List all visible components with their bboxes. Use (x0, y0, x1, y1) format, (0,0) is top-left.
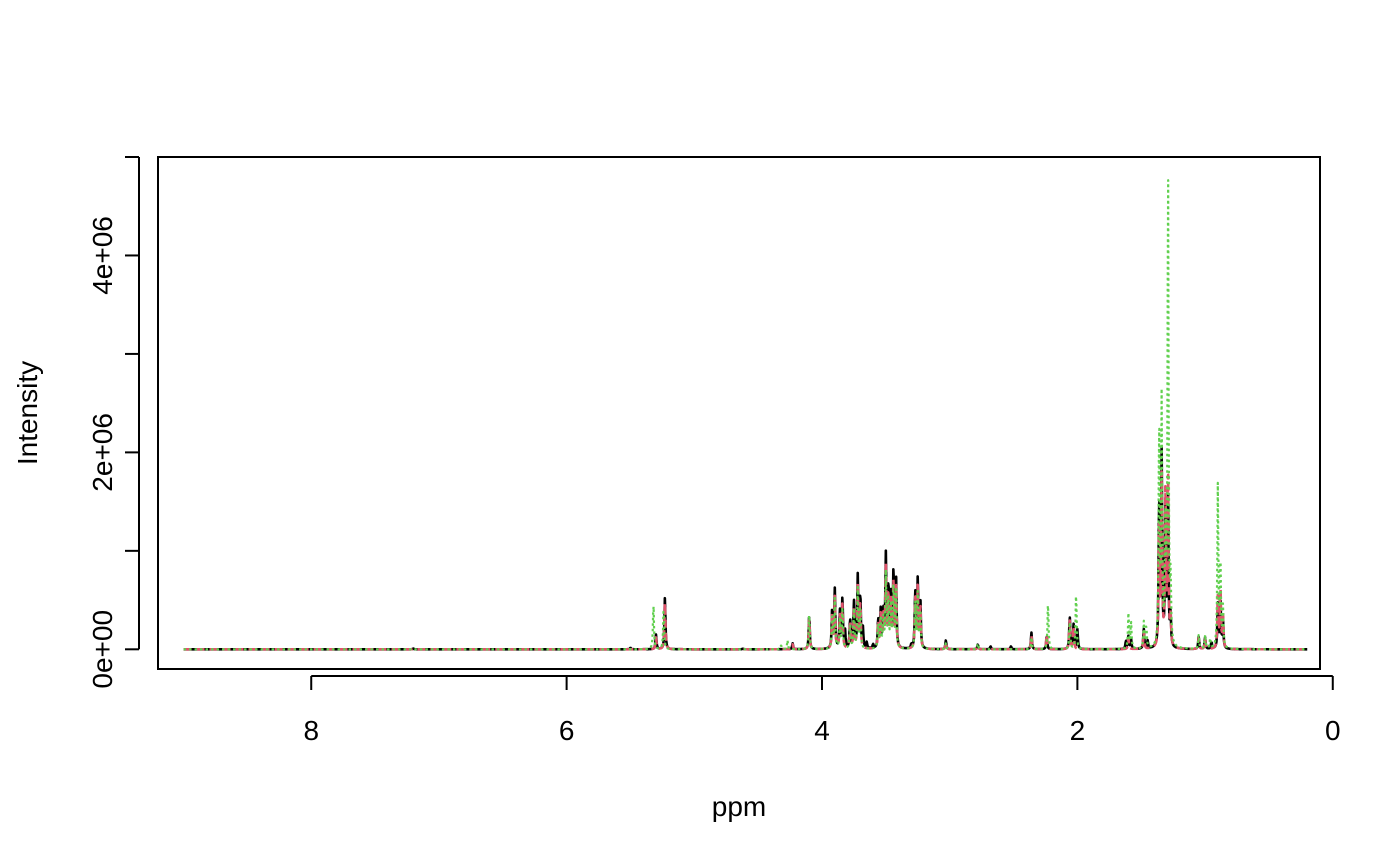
plot-frame (157, 156, 1321, 670)
x-tick-label: 4 (814, 715, 830, 746)
y-tick-label: 2e+06 (87, 413, 118, 492)
x-tick-label: 8 (303, 715, 319, 746)
spectrum-series-1 (182, 445, 1309, 651)
y-tick-label: 4e+06 (87, 216, 118, 295)
series-group (182, 179, 1309, 651)
x-tick-label: 2 (1070, 715, 1086, 746)
spectrum-series-2 (182, 470, 1309, 651)
y-axis-title: Intensity (12, 361, 43, 465)
x-axis: 8 6 4 2 0 (303, 675, 1341, 746)
y-tick-label: 0e+00 (87, 610, 118, 689)
x-tick-label: 0 (1325, 715, 1341, 746)
x-axis-title: ppm (712, 791, 766, 822)
y-axis: 0e+00 2e+06 4e+06 (87, 156, 140, 689)
x-tick-label: 6 (559, 715, 575, 746)
spectrum-series-3 (182, 179, 1308, 651)
